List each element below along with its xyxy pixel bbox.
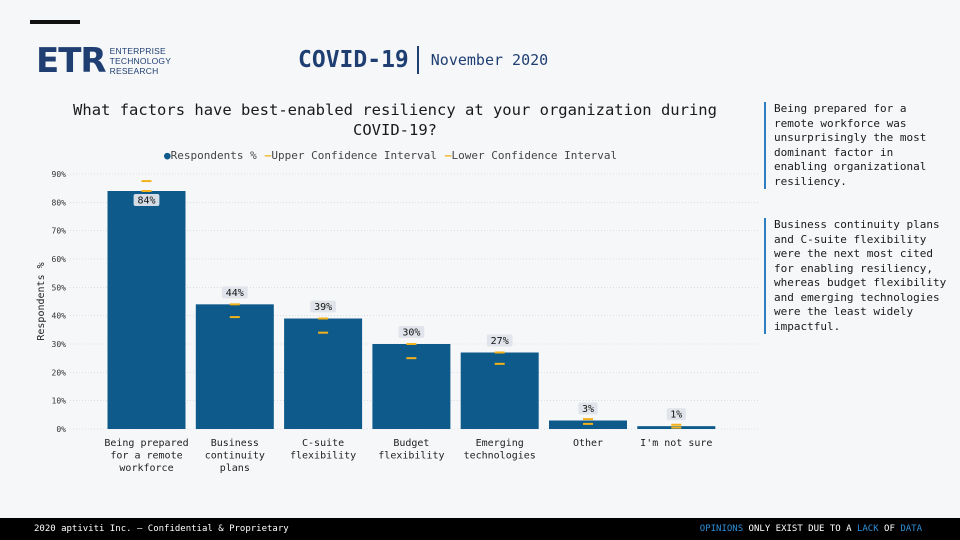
footer-copyright: 2020 aptiviti Inc. – Confidential & Prop… <box>34 524 289 534</box>
page-title: COVID-19 <box>298 47 409 73</box>
x-tick-label: Business <box>211 438 259 449</box>
x-tick-label: I'm not sure <box>640 438 712 449</box>
x-tick-label: for a remote <box>110 451 182 462</box>
data-label-bg <box>133 194 160 206</box>
sidebar-note-1: Being prepared for a remote workforce wa… <box>764 102 952 189</box>
chart-legend: ●Respondents % –Upper Confidence Interva… <box>164 149 617 162</box>
bar <box>460 352 539 429</box>
legend-upper-ci: –Upper Confidence Interval <box>264 149 437 162</box>
data-label-bg <box>310 300 336 313</box>
data-label: 84% <box>137 196 155 207</box>
data-label: 1% <box>670 410 682 421</box>
y-tick-label: 40% <box>52 312 67 321</box>
y-tick-label: 90% <box>52 170 67 179</box>
y-axis-label: Respondents % <box>36 262 47 340</box>
y-tick-label: 80% <box>52 198 67 207</box>
y-tick-label: 0% <box>56 425 66 434</box>
legend-lower-ci: –Lower Confidence Interval <box>444 149 618 162</box>
page-date: November 2020 <box>430 51 549 69</box>
y-tick-label: 30% <box>52 340 67 349</box>
data-label-bg <box>221 286 248 299</box>
x-tick-label: Being prepared <box>104 438 188 449</box>
y-tick-label: 60% <box>52 255 67 264</box>
x-tick-label: plans <box>220 463 250 474</box>
y-tick-label: 20% <box>52 368 67 377</box>
page-header: COVID-19 November 2020 <box>298 46 548 74</box>
x-tick-label: Budget <box>393 438 429 449</box>
bar-chart: 0% 10% 20% 30% 40% 50% 60% 70% 80% 90% Respondents… <box>36 170 760 474</box>
legend-respondents: ●Respondents % <box>164 149 257 162</box>
x-tick-label: technologies <box>464 451 536 462</box>
data-label: 3% <box>582 404 594 415</box>
logo-text: ENTERPRISE TECHNOLOGY RESEARCH <box>109 46 172 76</box>
bar <box>372 344 451 429</box>
data-label: 39% <box>314 302 332 313</box>
top-accent-bar <box>30 20 80 24</box>
bar <box>107 191 186 429</box>
x-tick-label: C-suite <box>302 438 344 449</box>
data-label-bg <box>578 402 598 415</box>
logo-mark: ETR <box>36 41 107 81</box>
x-tick-label: continuity <box>205 451 265 462</box>
footer: 2020 aptiviti Inc. – Confidential & Prop… <box>0 518 960 540</box>
x-tick-label: workforce <box>119 463 173 474</box>
data-label-bg <box>666 408 686 421</box>
data-label-bg <box>398 326 425 338</box>
y-tick-label: 50% <box>52 283 67 292</box>
x-tick-label: flexibility <box>290 451 356 462</box>
data-label: 44% <box>226 288 244 299</box>
data-label: 27% <box>491 336 509 347</box>
header-divider <box>416 46 419 74</box>
bar <box>284 318 363 429</box>
chart-title: What factors have best-enabled resilienc… <box>73 101 717 139</box>
footer-tagline: OPINIONS ONLY EXIST DUE TO A LACK OF DAT… <box>699 524 922 534</box>
sidebar-note-2: Business continuity plans and C-suite fl… <box>764 218 952 334</box>
etr-logo: ETR ENTERPRISE TECHNOLOGY RESEARCH <box>36 44 171 78</box>
y-tick-label: 10% <box>52 397 67 406</box>
bar <box>195 304 274 429</box>
x-tick-label: flexibility <box>378 451 444 462</box>
x-tick-label: Other <box>573 438 603 449</box>
data-label-bg <box>486 334 513 347</box>
y-tick-label: 70% <box>52 227 67 236</box>
x-tick-label: Emerging <box>476 438 524 449</box>
data-label: 30% <box>402 328 420 339</box>
